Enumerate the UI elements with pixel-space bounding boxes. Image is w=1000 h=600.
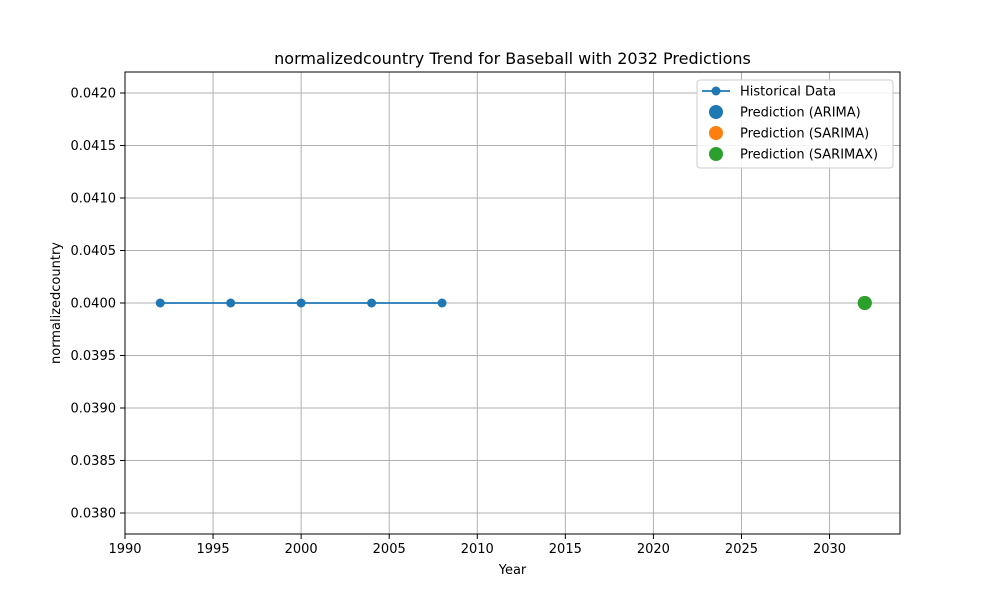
- x-axis-title: Year: [498, 563, 527, 578]
- chart-title: normalizedcountry Trend for Baseball wit…: [274, 49, 751, 68]
- legend-marker-swatch: [709, 147, 723, 161]
- legend-entry-label: Prediction (SARIMA): [740, 127, 869, 142]
- x-tick-label: 2015: [549, 542, 582, 557]
- legend: Historical Data Prediction (ARIMA) Predict…: [696, 79, 894, 169]
- y-tick-label: 0.0405: [71, 244, 117, 259]
- data-point-historical: [367, 298, 377, 308]
- x-tick-label: 2020: [637, 542, 670, 557]
- legend-marker-swatch: [709, 126, 723, 140]
- x-tick-label: 1990: [108, 542, 141, 557]
- y-tick-label: 0.0415: [71, 139, 117, 154]
- axis-ticks: 1990 1995 2000 2005 2010 2015 2020 2025 2030 0.03…: [71, 87, 847, 558]
- x-tick-label: 2010: [461, 542, 494, 557]
- legend-entry-label: Prediction (SARIMAX): [740, 148, 878, 163]
- y-axis-title: normalizedcountry: [49, 242, 64, 364]
- legend-marker-swatch: [709, 105, 723, 119]
- data-point-historical: [296, 298, 306, 308]
- legend-marker-swatch: [711, 86, 721, 96]
- y-tick-label: 0.0420: [71, 87, 117, 102]
- y-tick-label: 0.0380: [71, 507, 117, 522]
- legend-entry-label: Historical Data: [740, 85, 836, 100]
- y-tick-label: 0.0400: [71, 297, 117, 312]
- x-tick-label: 2025: [725, 542, 758, 557]
- x-tick-label: 2030: [813, 542, 846, 557]
- data-point-historical: [226, 298, 236, 308]
- data-point-historical: [437, 298, 447, 308]
- prediction-point-3: [857, 296, 872, 310]
- data-point-historical: [155, 298, 165, 308]
- legend-box: [696, 79, 894, 169]
- x-tick-label: 1995: [197, 542, 230, 557]
- y-tick-label: 0.0410: [71, 192, 117, 207]
- legend-entry-label: Prediction (ARIMA): [740, 106, 861, 121]
- x-tick-label: 2000: [285, 542, 318, 557]
- y-tick-label: 0.0385: [71, 454, 117, 469]
- x-tick-label: 2005: [373, 542, 406, 557]
- y-tick-label: 0.0390: [71, 402, 117, 417]
- y-tick-label: 0.0395: [71, 349, 117, 364]
